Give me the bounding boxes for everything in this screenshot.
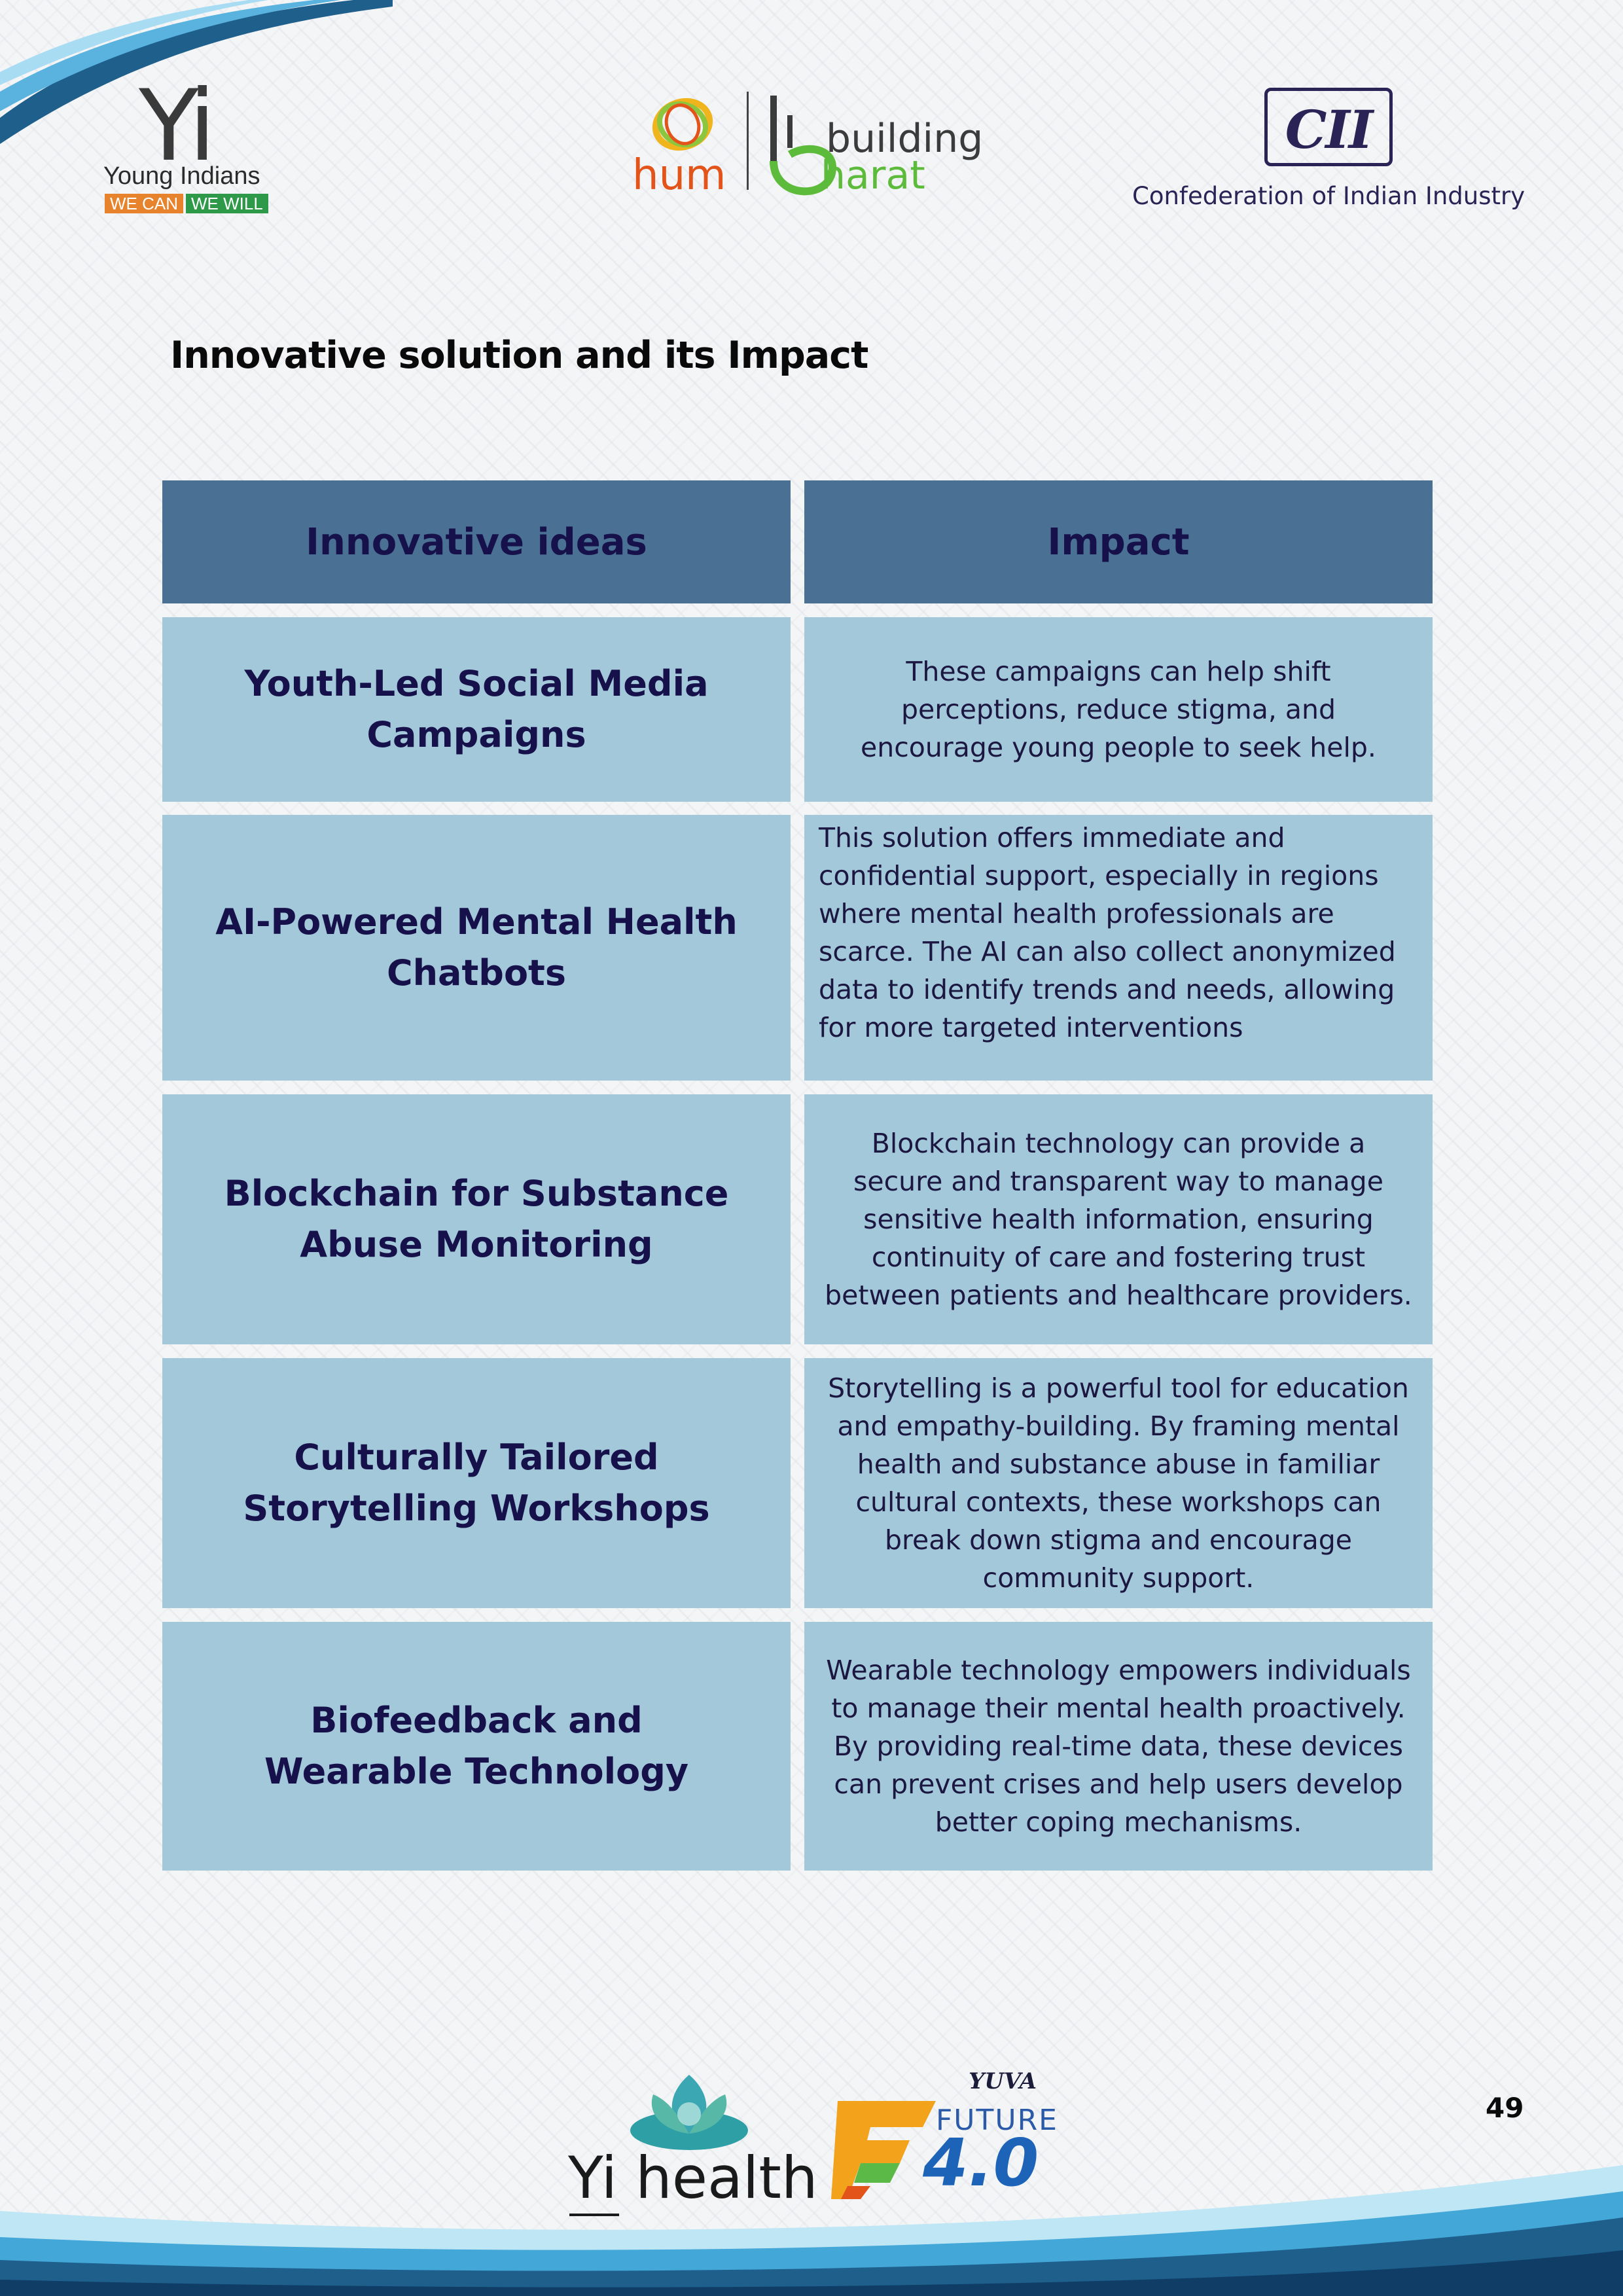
logo-divider [747, 92, 749, 190]
table-row-impact: Blockchain technology can provide a secu… [804, 1094, 1433, 1344]
bharat-text: harat [821, 152, 925, 198]
yi-underline [569, 2214, 619, 2216]
impact-text: These campaigns can help shift perceptio… [861, 656, 1376, 763]
table-header-ideas: Innovative ideas [162, 480, 791, 603]
impact-text: Blockchain technology can provide a secu… [825, 1128, 1412, 1311]
table-header-impact: Impact [804, 480, 1433, 603]
cii-logo: CII Confederation of Indian Industry [1126, 85, 1531, 216]
yi-health-yi: Yi [568, 2144, 618, 2212]
table-row-idea: Blockchain for Substance Abuse Monitorin… [162, 1094, 791, 1344]
yi-health-logo: Yi health [568, 2062, 818, 2216]
header-impact-label: Impact [1047, 520, 1190, 564]
header-ideas-label: Innovative ideas [306, 520, 647, 564]
table-row-idea: Biofeedback and Wearable Technology [162, 1622, 791, 1871]
young-indians-text: Young Indians [103, 162, 260, 190]
lotus-icon [630, 2075, 748, 2150]
bharat-b-icon [770, 96, 837, 196]
table-row-impact: These campaigns can help shift perceptio… [804, 617, 1433, 802]
yi-health-text: Yi health [568, 2145, 818, 2211]
table-row-impact: Storytelling is a powerful tool for educ… [804, 1358, 1433, 1608]
cii-mark: CII [1285, 99, 1374, 160]
yi-health-health: health [635, 2144, 818, 2212]
future-f-icon [831, 2101, 936, 2199]
table-row-idea: Culturally Tailored Storytelling Worksho… [162, 1358, 791, 1608]
top-swoosh-decoration [0, 0, 393, 144]
impact-text: Storytelling is a powerful tool for educ… [828, 1372, 1409, 1594]
cii-mark-box: CII [1264, 88, 1393, 166]
bottom-swoosh-decoration [0, 2165, 1623, 2296]
future-text: FUTURE [936, 2104, 1058, 2137]
page-title: Innovative solution and its Impact [170, 334, 868, 377]
table-row-idea: Youth-Led Social Media Campaigns [162, 617, 791, 802]
yi-mark: Yi [139, 69, 216, 183]
impact-text: Wearable technology empowers individuals… [826, 1655, 1411, 1838]
building-text: building [826, 116, 984, 162]
cii-caption: Confederation of Indian Industry [1132, 182, 1525, 210]
idea-text: AI-Powered Mental Health Chatbots [215, 901, 738, 994]
idea-text: Youth-Led Social Media Campaigns [244, 663, 709, 755]
idea-text: Biofeedback and Wearable Technology [264, 1700, 689, 1792]
impact-text: This solution offers immediate and confi… [819, 822, 1396, 1043]
future-4-logo: YUVA FUTURE 4.0 [831, 2062, 1067, 2206]
young-indians-logo: Yi Young Indians WE CAN WE WILL [98, 77, 275, 215]
table-row-impact: This solution offers immediate and confi… [804, 815, 1433, 1081]
table-row-impact: Wearable technology empowers individuals… [804, 1622, 1433, 1871]
idea-text: Culturally Tailored Storytelling Worksho… [243, 1437, 710, 1529]
hum-text: hum [632, 151, 726, 200]
tag-we-will: WE WILL [186, 194, 268, 213]
idea-text: Blockchain for Substance Abuse Monitorin… [224, 1173, 729, 1265]
yi-tagline: WE CAN WE WILL [105, 194, 268, 213]
hum-building-bharat-logo: hum building harat [632, 82, 999, 200]
hum-ring-icon [652, 98, 713, 151]
future-version: 4.0 [923, 2125, 1039, 2201]
tag-we-can: WE CAN [105, 194, 183, 213]
yuva-text: YUVA [969, 2068, 1037, 2094]
page-number: 49 [1486, 2092, 1524, 2124]
table-row-idea: AI-Powered Mental Health Chatbots [162, 815, 791, 1081]
